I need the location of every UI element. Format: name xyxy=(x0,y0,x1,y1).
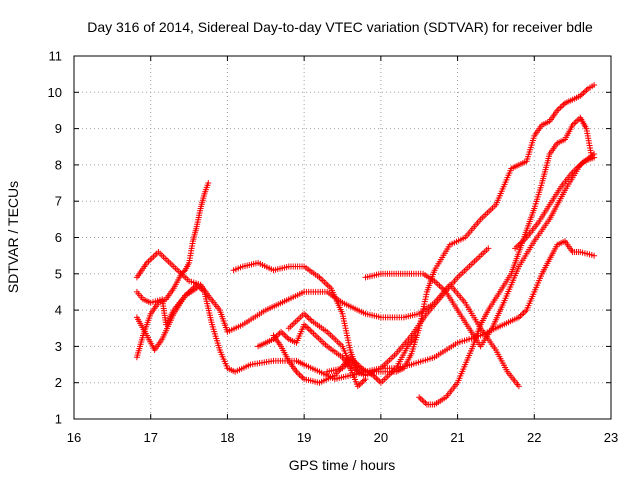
x-tick-label: 18 xyxy=(220,430,234,445)
x-axis-label: GPS time / hours xyxy=(289,457,396,473)
series-track-9 xyxy=(324,82,598,375)
x-tick-label: 17 xyxy=(143,430,157,445)
series-track-11 xyxy=(416,114,595,408)
series-track-3 xyxy=(133,180,212,361)
series-track-4 xyxy=(133,285,200,328)
y-tick-label: 8 xyxy=(55,157,62,172)
y-tick-label: 2 xyxy=(55,375,62,390)
y-tick-label: 9 xyxy=(55,121,62,136)
series-track-12 xyxy=(512,154,598,252)
plus-markers xyxy=(416,114,595,408)
y-tick-label: 10 xyxy=(48,85,62,100)
y-tick-label: 3 xyxy=(55,339,62,354)
plus-markers xyxy=(362,151,598,350)
y-tick-label: 11 xyxy=(49,49,63,64)
plus-markers xyxy=(285,310,361,375)
plus-markers xyxy=(133,285,200,328)
x-tick-label: 23 xyxy=(604,430,618,445)
y-tick-label: 5 xyxy=(55,266,62,281)
x-tick-label: 22 xyxy=(527,430,541,445)
y-tick-label: 1 xyxy=(55,412,62,427)
plus-markers xyxy=(324,82,598,375)
chart-title: Day 316 of 2014, Sidereal Day-to-day VTE… xyxy=(87,19,593,35)
series-track-8 xyxy=(285,310,361,375)
series-track-10 xyxy=(362,151,598,350)
plus-markers xyxy=(133,238,598,383)
x-tick-label: 20 xyxy=(374,430,388,445)
y-tick-label: 6 xyxy=(55,230,62,245)
x-tick-label: 21 xyxy=(450,430,464,445)
y-tick-label: 7 xyxy=(55,194,62,209)
y-axis-label: SDTVAR / TECUs xyxy=(5,181,21,293)
series-track-2 xyxy=(133,238,598,383)
y-tick-label: 4 xyxy=(55,303,62,318)
plus-markers xyxy=(512,154,598,252)
plus-markers xyxy=(133,180,212,361)
x-tick-label: 19 xyxy=(297,430,311,445)
x-tick-label: 16 xyxy=(67,430,81,445)
data-series xyxy=(133,82,598,408)
